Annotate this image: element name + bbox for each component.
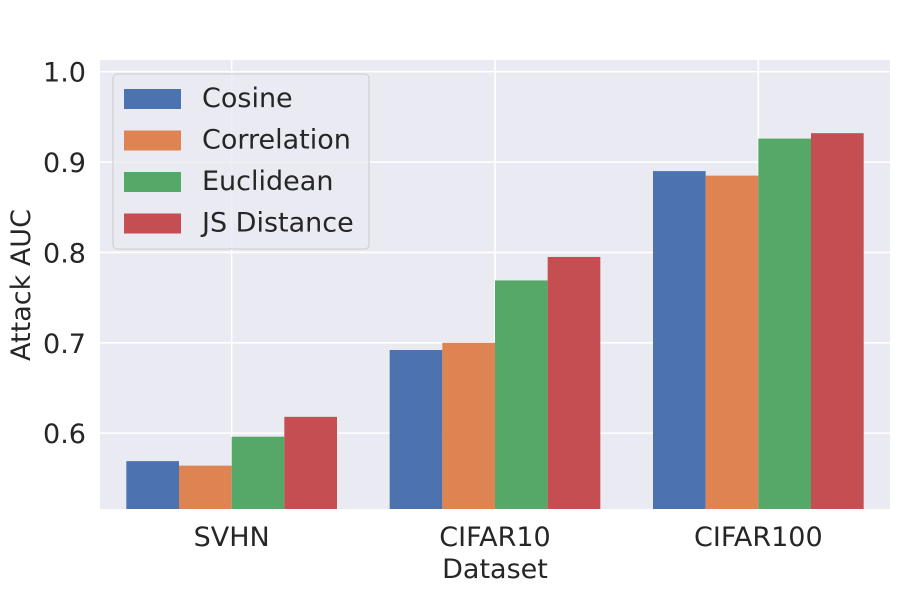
legend-label: Cosine <box>202 83 293 114</box>
legend-label: Correlation <box>202 125 351 156</box>
legend-swatch <box>124 213 181 234</box>
legend-swatch <box>124 172 181 192</box>
bars <box>126 133 864 510</box>
legend-label: JS Distance <box>200 208 354 239</box>
bar-euclidean <box>231 436 285 509</box>
legend-swatch <box>124 130 181 151</box>
legend-label: Euclidean <box>202 166 333 197</box>
legend-frame <box>112 73 370 250</box>
y-tick-label: 0.7 <box>43 329 86 360</box>
bar-correlation <box>179 465 232 509</box>
bar-correlation <box>705 175 759 510</box>
bar-js-distance <box>284 416 337 509</box>
bar-cosine <box>653 171 706 509</box>
bar-euclidean <box>758 138 811 509</box>
y-tick-label: 1.0 <box>43 58 86 89</box>
x-tick-label: CIFAR10 <box>439 522 550 553</box>
x-axis-ticks: SVHN CIFAR10 CIFAR100 <box>194 522 823 553</box>
bar-js-distance <box>811 133 864 509</box>
bar-correlation <box>442 342 495 509</box>
bar-js-distance <box>547 256 601 509</box>
y-axis-title: Attack AUC <box>6 209 37 361</box>
bar-euclidean <box>495 280 548 509</box>
x-axis-title: Dataset <box>442 554 548 585</box>
legend: Cosine Correlation Euclidean JS Distance <box>112 73 370 250</box>
x-tick-label: SVHN <box>194 522 270 553</box>
y-tick-label: 0.9 <box>43 148 86 179</box>
y-tick-label: 0.6 <box>43 419 86 450</box>
y-axis-ticks: 0.6 0.7 0.8 0.9 1.0 <box>43 58 86 450</box>
bar-cosine <box>389 349 443 509</box>
x-tick-label: CIFAR100 <box>694 522 823 553</box>
y-tick-label: 0.8 <box>43 238 86 269</box>
bar-cosine <box>126 461 179 509</box>
legend-swatch <box>124 89 181 109</box>
